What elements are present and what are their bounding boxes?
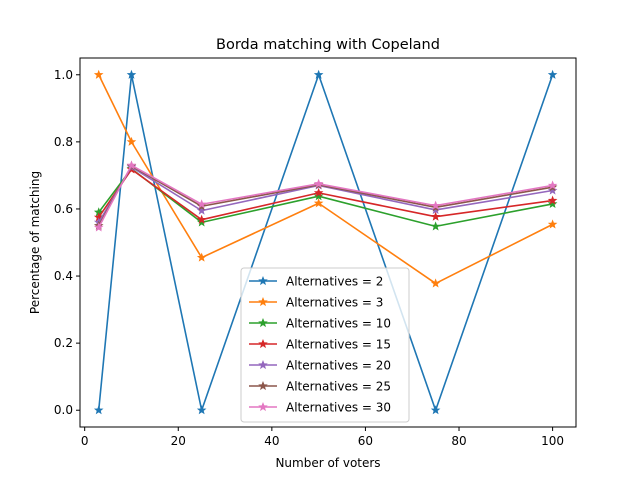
legend-entry: Alternatives = 25 — [249, 380, 391, 394]
data-point — [126, 136, 137, 146]
data-point — [313, 198, 324, 208]
data-point — [547, 69, 558, 79]
y-tick-label: 0.0 — [54, 403, 73, 417]
legend-label: Alternatives = 25 — [286, 380, 391, 394]
legend-marker — [258, 338, 268, 349]
x-axis-title: Number of voters — [275, 456, 380, 470]
data-point — [313, 191, 324, 201]
y-tick-label: 1.0 — [54, 68, 73, 82]
legend-box — [240, 267, 410, 423]
series-7 — [93, 160, 558, 232]
legend: Alternatives = 2 Alternatives = 3 Alternat… — [240, 267, 410, 423]
x-tick-label: 80 — [451, 434, 466, 448]
data-point — [313, 69, 324, 79]
data-point — [196, 214, 207, 224]
legend-entry: Alternatives = 20 — [249, 359, 391, 373]
data-point — [547, 185, 558, 195]
data-point — [313, 178, 324, 188]
data-point — [196, 252, 207, 262]
data-point — [196, 405, 207, 415]
x-tick-label: 60 — [358, 434, 373, 448]
legend-marker — [258, 401, 268, 412]
legend-label: Alternatives = 20 — [286, 359, 391, 373]
legend-entry: Alternatives = 2 — [249, 275, 383, 289]
y-tick-label: 0.4 — [54, 269, 73, 283]
data-point — [430, 200, 441, 210]
series-line — [98, 164, 553, 228]
data-point — [430, 204, 441, 215]
data-point — [547, 219, 558, 229]
y-tick-label: 0.6 — [54, 202, 73, 216]
legend-marker — [258, 296, 268, 307]
x-tick-label: 100 — [541, 434, 564, 448]
data-point — [547, 198, 558, 208]
data-point — [430, 278, 441, 288]
legend-marker — [258, 380, 268, 391]
x-tick-label: 0 — [81, 434, 89, 448]
data-point — [547, 180, 558, 190]
legend-entry: Alternatives = 3 — [249, 296, 383, 310]
data-point — [430, 211, 441, 221]
data-point — [196, 205, 207, 215]
legend-entry: Alternatives = 30 — [249, 401, 391, 415]
data-point — [313, 187, 324, 197]
y-axis-title: Percentage of matching — [28, 171, 42, 314]
data-point — [430, 405, 441, 415]
data-point — [93, 222, 104, 232]
legend-marker — [258, 275, 268, 286]
data-point — [126, 160, 137, 170]
legend-label: Alternatives = 3 — [286, 296, 383, 310]
y-tick-label: 0.8 — [54, 135, 73, 149]
plot-area — [93, 69, 558, 415]
data-point — [126, 69, 137, 79]
legend-label: Alternatives = 10 — [286, 317, 391, 331]
series-line — [98, 74, 553, 285]
legend-label: Alternatives = 2 — [286, 275, 383, 289]
y-axis-ticks: 0.0 0.2 0.4 0.6 0.8 1.0 — [54, 68, 80, 417]
series-2 — [93, 69, 558, 288]
legend-entry: Alternatives = 15 — [249, 338, 391, 352]
legend-entry: Alternatives = 10 — [249, 317, 391, 331]
data-point — [93, 69, 104, 79]
legend-marker — [258, 317, 268, 328]
x-tick-label: 40 — [264, 434, 279, 448]
legend-label: Alternatives = 30 — [286, 401, 391, 415]
legend-marker — [258, 359, 268, 370]
data-point — [196, 199, 207, 209]
axes-frame — [79, 57, 577, 428]
y-tick-label: 0.2 — [54, 336, 73, 350]
data-point — [430, 221, 441, 231]
chart-title: Borda matching with Copeland — [216, 37, 440, 53]
data-point — [547, 195, 558, 205]
x-tick-label: 20 — [171, 434, 186, 448]
x-axis-ticks: 0 20 40 60 80 100 — [81, 427, 564, 448]
legend-label: Alternatives = 15 — [286, 338, 391, 352]
data-point — [93, 405, 104, 415]
data-point — [196, 217, 207, 227]
